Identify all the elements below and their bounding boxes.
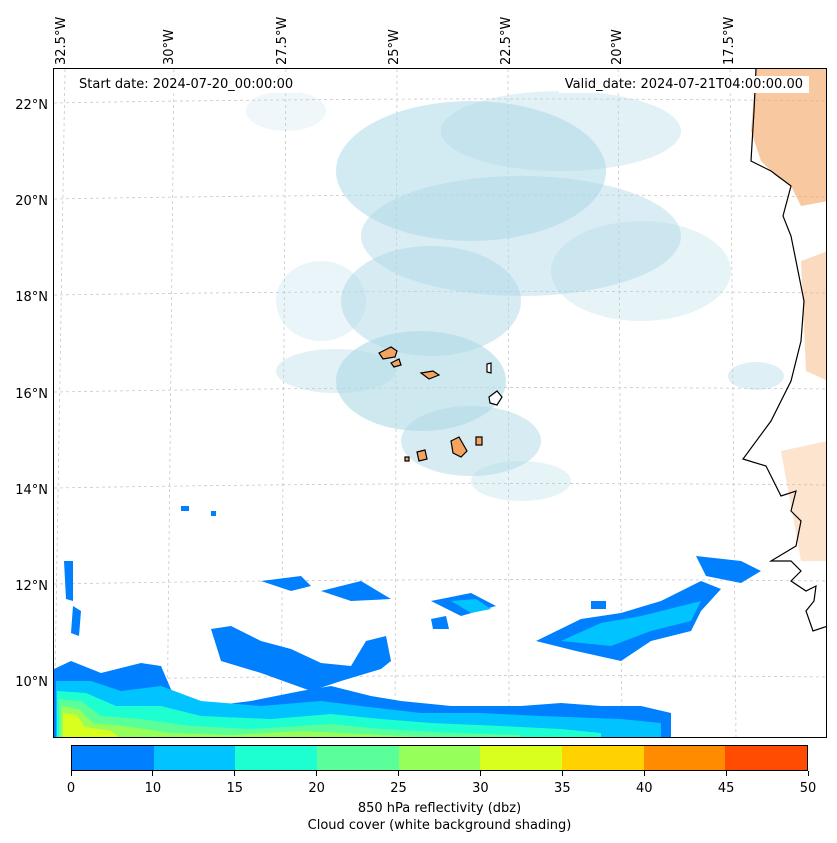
reflectivity-band-mid-3 [59, 699, 521, 737]
land-temperature-shading [751, 69, 826, 561]
lat-label-16n: 16°N [15, 387, 48, 402]
colorbar-tick-label: 35 [554, 781, 571, 796]
cloud-cover-shading [246, 91, 784, 501]
colorbar-swatch [235, 746, 318, 770]
reflectivity-layer [54, 506, 761, 737]
reflectivity-band-mid-2 [57, 691, 601, 737]
colorbar-swatch [480, 746, 563, 770]
island-maio [475, 436, 483, 446]
lon-label-27-5w: 27.5°W [275, 16, 290, 65]
colorbar-tick-label: 30 [472, 781, 489, 796]
island-sal [486, 362, 492, 374]
lat-label-20n: 20°N [15, 194, 48, 209]
island-sao-vicente [390, 358, 402, 368]
lat-label-22n: 22°N [15, 98, 48, 113]
reflectivity-band-peak [63, 713, 119, 737]
lon-label-25w: 25°W [387, 29, 402, 65]
colorbar-swatch [72, 746, 154, 770]
island-boa-vista [488, 390, 503, 406]
colorbar-tick-label: 45 [717, 781, 735, 796]
colorbar-tick-label: 25 [390, 781, 407, 796]
island-brava [404, 456, 410, 462]
colorbar-tick-mark [234, 771, 236, 776]
colorbar-tick-mark [725, 771, 727, 776]
colorbar-tick-mark [398, 771, 400, 776]
map-canvas [54, 69, 826, 737]
colorbar-tick-mark [70, 771, 72, 776]
reflectivity-fragments [64, 506, 606, 636]
colorbar-tick-label: 50 [799, 781, 817, 796]
colorbar-swatch [153, 746, 236, 770]
lat-label-18n: 18°N [15, 290, 48, 305]
colorbar-tick-mark [152, 771, 154, 776]
colorbar-sublabel: Cloud cover (white background shading) [307, 818, 572, 833]
reflectivity-band-north-1 [211, 626, 391, 691]
colorbar-tick-label: 15 [226, 781, 244, 796]
colorbar-tick-mark [316, 771, 318, 776]
lon-label-22-5w: 22.5°W [499, 16, 514, 65]
colorbar-tick-mark [807, 771, 809, 776]
colorbar-swatch [643, 746, 726, 770]
colorbar-tick-label: 0 [66, 781, 76, 796]
colorbar-tick-mark [479, 771, 481, 776]
colorbar-swatch [562, 746, 644, 770]
island-santiago [450, 436, 468, 458]
colorbar [71, 745, 808, 771]
lat-label-10n: 10°N [15, 675, 48, 690]
colorbar-tick-label: 10 [144, 781, 162, 796]
island-sao-nicolau [419, 370, 441, 380]
africa-coastline [742, 69, 826, 632]
colorbar-swatch [398, 746, 481, 770]
colorbar-label: 850 hPa reflectivity (dbz) [357, 801, 522, 816]
cape-verde-islands [378, 346, 503, 462]
lon-label-32-5w: 32.5°W [54, 16, 69, 65]
colorbar-swatch [725, 746, 808, 770]
lon-label-17-5w: 17.5°W [722, 16, 737, 65]
reflectivity-band-northern-inner [451, 599, 701, 646]
lon-label-30w: 30°W [162, 29, 177, 65]
lat-label-12n: 12°N [15, 579, 48, 594]
lat-label-14n: 14°N [15, 483, 48, 498]
map-frame [53, 68, 827, 738]
island-fogo [416, 449, 428, 462]
colorbar-tick-label: 40 [635, 781, 653, 796]
start-date-label: Start date: 2024-07-20_00:00:00 [73, 76, 300, 93]
lon-label-20w: 20°W [610, 29, 625, 65]
colorbar-tick-mark [643, 771, 645, 776]
colorbar-tick-mark [561, 771, 563, 776]
colorbar-tick-label: 20 [308, 781, 325, 796]
colorbar-swatch [317, 746, 399, 770]
valid-date-label: Valid_date: 2024-07-21T04:00:00.00 [558, 76, 809, 93]
island-santo-antao [378, 346, 398, 360]
